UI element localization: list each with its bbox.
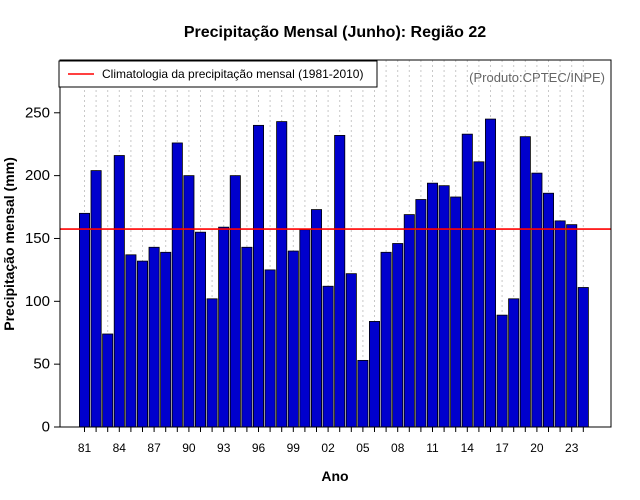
x-tick-label-1990: 90 [182,441,196,455]
bar-2018 [508,298,520,428]
bar-2005 [357,359,369,428]
bar-2006 [368,321,380,428]
source-note: (Produto:CPTEC/INPE) [469,70,605,85]
bar-2019 [519,136,531,428]
bar-2011 [426,182,438,428]
bar-1989 [171,142,183,428]
y-axis-label: Precipitação mensal (mm) [1,157,17,331]
bar-2023 [566,224,578,428]
bar-1994 [229,175,241,428]
bar-1987 [148,246,160,428]
bar-1992 [206,298,218,428]
legend-box [58,60,378,88]
bar-1999 [287,250,299,428]
bar-2008 [392,243,404,428]
x-tick-label-2017: 17 [495,441,509,455]
bar-1981 [79,212,91,428]
bar-2001 [310,209,322,428]
x-tick-label-1981: 81 [78,441,92,455]
bar-2024 [577,287,589,428]
x-tick-label-2023: 23 [565,441,579,455]
x-axis: 81 84 87 90 93 96 99 02 05 08 11 14 17 20 23 [78,427,584,455]
y-tick-label-100: 100 [25,293,50,310]
x-tick-label-1984: 84 [113,441,127,455]
bar-1990 [183,175,195,428]
bar-2000 [299,229,311,428]
x-tick-label-2014: 14 [461,441,475,455]
bar-1984 [113,155,125,428]
bar-2010 [415,199,427,428]
bars [79,118,589,428]
bar-2012 [438,185,450,428]
bar-1986 [136,260,148,428]
x-tick-label-1993: 93 [217,441,231,455]
bar-2009 [403,214,415,428]
bar-2004 [345,273,357,428]
bar-1998 [276,121,288,428]
x-tick-label-1996: 96 [252,441,266,455]
x-axis-label: Ano [321,468,348,484]
y-tick-label-0: 0 [42,419,50,436]
y-tick-label-150: 150 [25,230,50,247]
bar-1995 [241,246,253,428]
bar-1996 [252,124,264,428]
legend-label-climatology: Climatologia da precipitação mensal (198… [102,67,363,81]
bar-2016 [484,118,496,428]
x-tick-label-2020: 20 [530,441,544,455]
bar-2013 [450,196,462,428]
bar-2017 [496,314,508,428]
bar-1997 [264,269,276,428]
bar-2014 [461,133,473,428]
bar-2015 [473,161,485,428]
bar-2002 [322,285,334,428]
bar-2003 [334,135,346,428]
bar-2007 [380,251,392,428]
legend: Climatologia da precipitação mensal (198… [58,60,378,88]
plot-frame [59,59,612,428]
x-tick-label-1999: 99 [287,441,301,455]
y-tick-label-50: 50 [33,356,50,373]
y-tick-label-200: 200 [25,167,50,184]
chart-title: Precipitação Mensal (Junho): Região 22 [184,24,486,41]
x-tick-label-2002: 02 [321,441,335,455]
x-tick-label-1987: 87 [147,441,161,455]
bar-1985 [125,254,137,428]
x-tick-label-2011: 11 [426,441,439,455]
x-tick-label-2008: 08 [391,441,405,455]
bar-2020 [531,172,543,428]
bar-1991 [194,231,206,428]
bar-2022 [554,220,566,428]
bar-1988 [160,251,172,428]
bar-1993 [218,226,230,428]
x-tick-label-2005: 05 [356,441,370,455]
y-axis: 0 50 100 150 200 250 [25,104,60,436]
bar-1983 [102,333,114,428]
bar-1982 [90,170,102,428]
y-tick-label-250: 250 [25,104,50,121]
